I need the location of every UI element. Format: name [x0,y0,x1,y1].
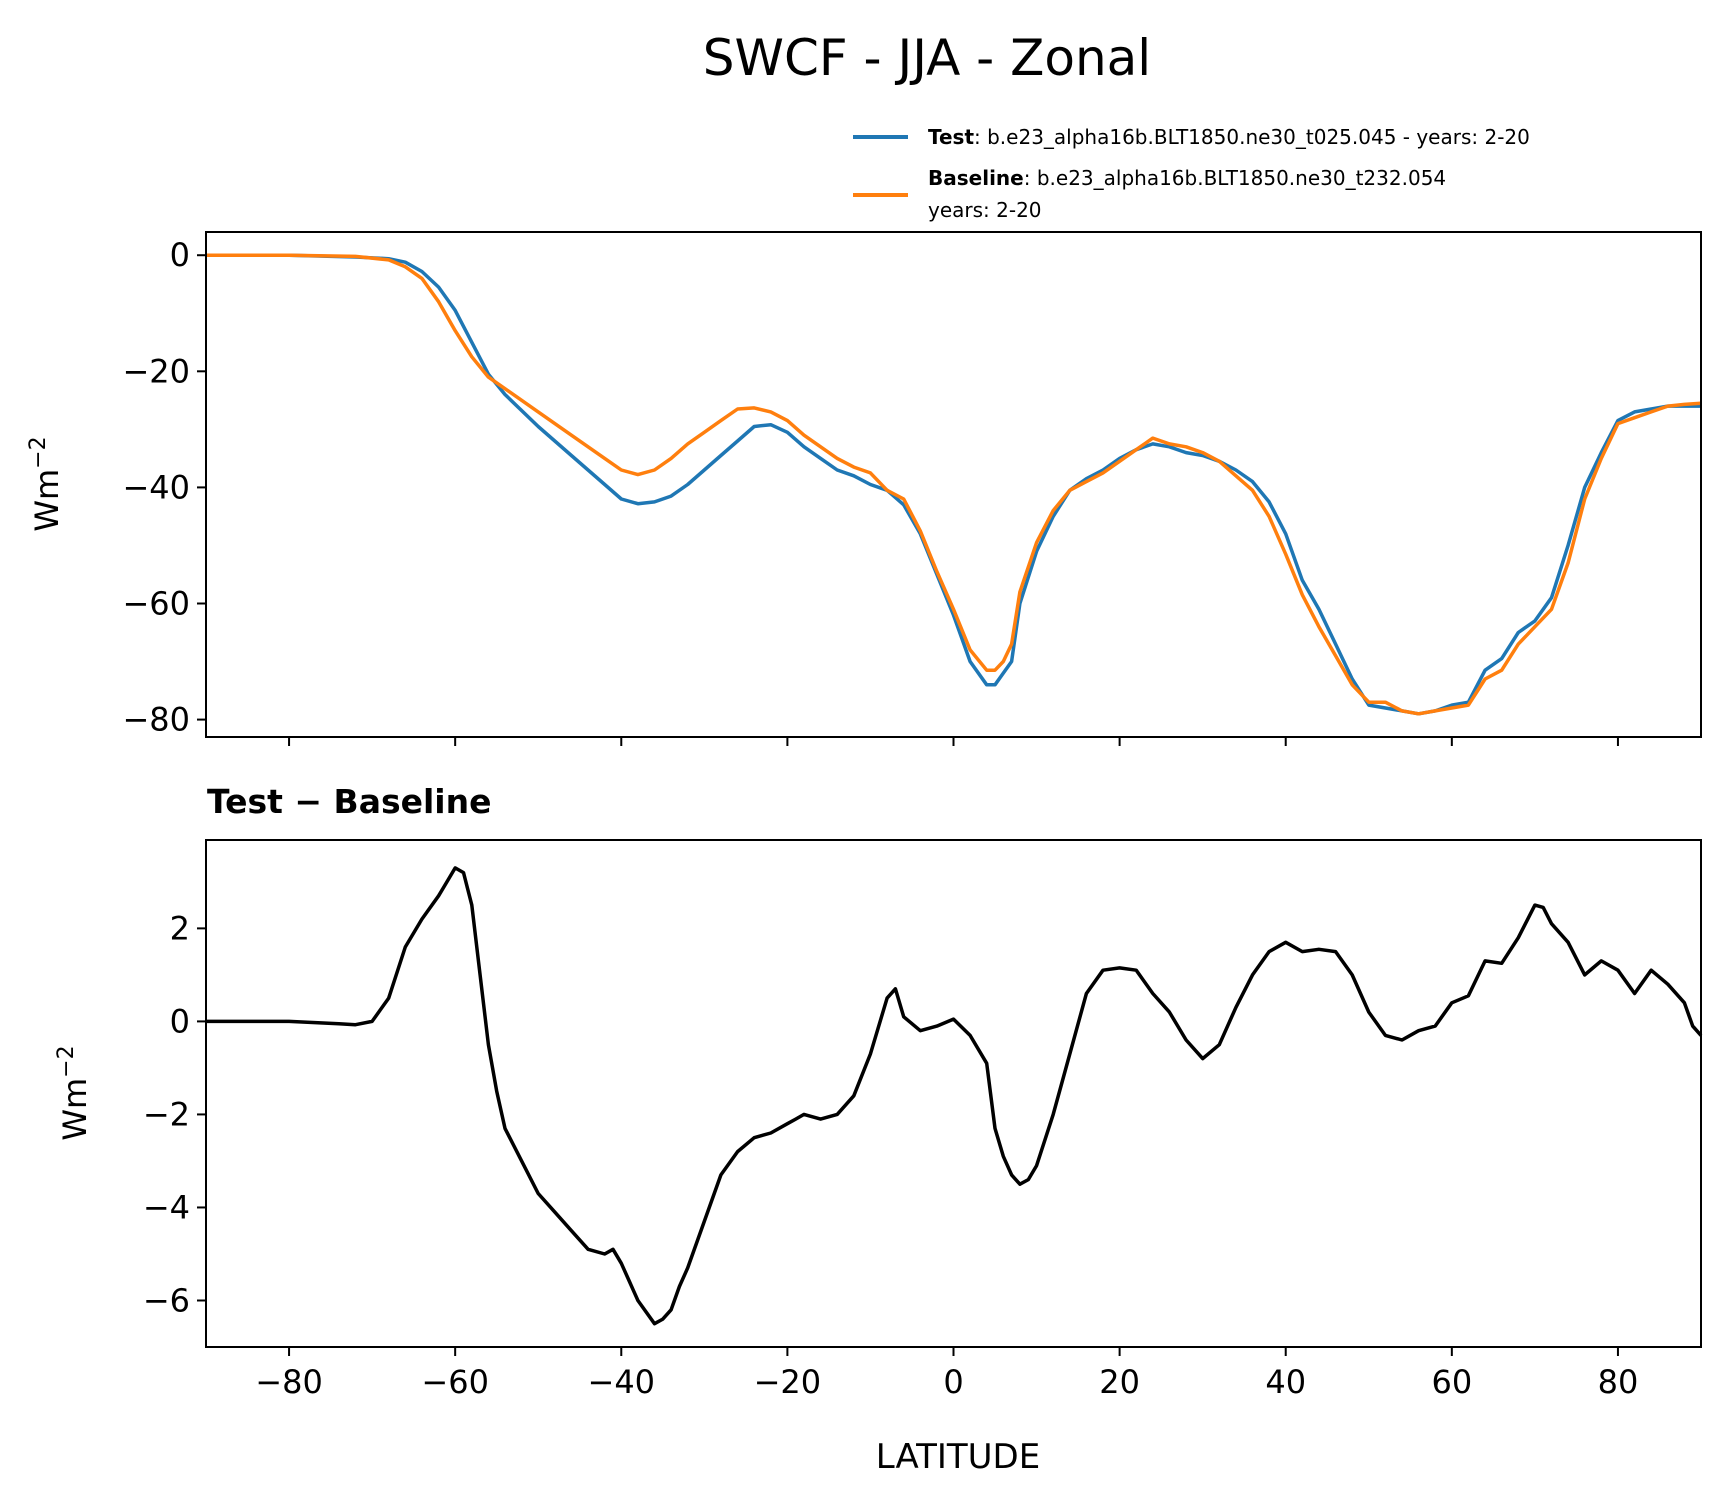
xtick-label: −80 [255,1363,323,1401]
bottom-panel-series [206,866,1703,1326]
legend: Test: b.e23_alpha16b.BLT1850.ne30_t025.0… [853,125,1530,222]
bottom-panel-ylabel-base: Wm [56,1078,94,1141]
bottom-panel-yaxis: 2 0 −2 −4 −6 [143,909,206,1319]
series-line-baseline [206,253,1702,716]
chart-title: SWCF - JJA - Zonal [703,29,1151,87]
bottom-panel-ylabel-exp: −2 [54,1045,79,1077]
xtick-label: 40 [1265,1363,1306,1401]
xtick-label: −40 [588,1363,656,1401]
bottom-ytick-label: −6 [143,1281,190,1319]
bottom-panel-title: Test − Baseline [207,782,492,821]
xtick-label: 20 [1099,1363,1140,1401]
series-line-difference [206,866,1703,1326]
legend-label-baseline: Baseline: b.e23_alpha16b.BLT1850.ne30_t2… [928,166,1446,190]
xtick-label: 80 [1598,1363,1639,1401]
xtick-label: 60 [1431,1363,1472,1401]
bottom-ytick-label: −4 [143,1188,190,1226]
top-panel-ylabel: Wm−2 [26,436,66,531]
bottom-panel-xaxis: −80 −60 −40 −20 0 20 40 60 80 [255,1347,1638,1401]
series-line-test [206,253,1701,716]
top-panel: 0 −20 −40 −60 −80 Wm−2 [26,231,1702,746]
top-panel-ylabel-exp: −2 [26,436,51,468]
top-ytick-label: −40 [122,468,190,506]
top-ytick-label: −60 [122,584,190,622]
xtick-label: −60 [421,1363,489,1401]
legend-label-baseline-text: : b.e23_alpha16b.BLT1850.ne30_t232.054 [1024,166,1446,190]
bottom-ytick-label: −2 [143,1095,190,1133]
legend-label-baseline-name: Baseline [928,166,1024,190]
top-ytick-label: 0 [170,236,190,274]
xtick-label: 0 [943,1363,963,1401]
legend-label-test-name: Test [928,125,974,149]
bottom-panel: Test − Baseline 20−2−4−6 −80 −60 −40 −20 0 20… [54,782,1703,1401]
top-panel-xaxis [288,737,1619,746]
bottom-ytick-label: 0 [170,1002,190,1040]
top-ytick-label: −20 [122,352,190,390]
legend-label-test: Test: b.e23_alpha16b.BLT1850.ne30_t025.0… [928,125,1530,149]
x-axis-label: LATITUDE [876,1437,1040,1477]
legend-label-test-text: : b.e23_alpha16b.BLT1850.ne30_t025.045 -… [974,125,1530,149]
bottom-panel-ylabel: Wm−2 [54,1045,94,1140]
top-panel-series [206,253,1702,716]
xtick-label: −20 [754,1363,822,1401]
legend-label-baseline-years: years: 2-20 [928,198,1042,222]
top-ytick-label: −80 [122,701,190,739]
top-panel-ylabel-base: Wm [28,469,66,532]
bottom-ytick-label: 2 [170,909,190,947]
top-panel-yaxis: 0 −20 −40 −60 −80 [122,236,206,739]
